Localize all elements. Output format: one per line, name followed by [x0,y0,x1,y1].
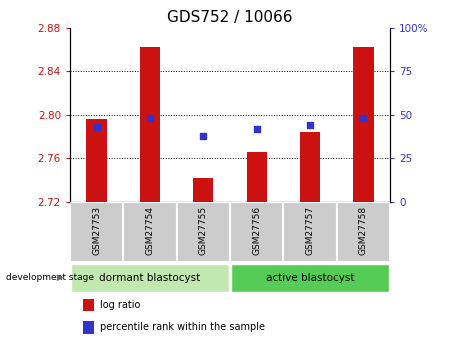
Text: GSM27754: GSM27754 [146,206,154,255]
Bar [70,202,123,262]
Bar [83,321,94,334]
Text: active blastocyst: active blastocyst [266,273,354,283]
Bar [231,264,389,292]
Text: GSM27753: GSM27753 [92,206,101,255]
Bar [177,202,230,262]
Point [307,122,314,128]
Bar [87,119,107,202]
Bar [193,178,213,202]
Bar [337,202,390,262]
Text: percentile rank within the sample: percentile rank within the sample [100,322,265,332]
Bar [247,152,267,202]
Point [200,133,207,138]
Text: log ratio: log ratio [100,300,141,310]
Bar [71,264,229,292]
Title: GDS752 / 10066: GDS752 / 10066 [167,10,293,25]
Bar [283,202,337,262]
Text: GSM27755: GSM27755 [199,206,208,255]
Point [146,116,153,121]
Bar [230,202,283,262]
Point [93,124,100,130]
Bar [300,132,320,202]
Bar [353,47,373,202]
Point [253,126,260,131]
Bar [140,47,160,202]
Point [360,116,367,121]
Text: GSM27758: GSM27758 [359,206,368,255]
Text: dormant blastocyst: dormant blastocyst [99,273,201,283]
Bar [123,202,177,262]
Text: GSM27757: GSM27757 [306,206,314,255]
Text: development stage: development stage [5,273,94,282]
Text: GSM27756: GSM27756 [252,206,261,255]
Bar [83,299,94,311]
